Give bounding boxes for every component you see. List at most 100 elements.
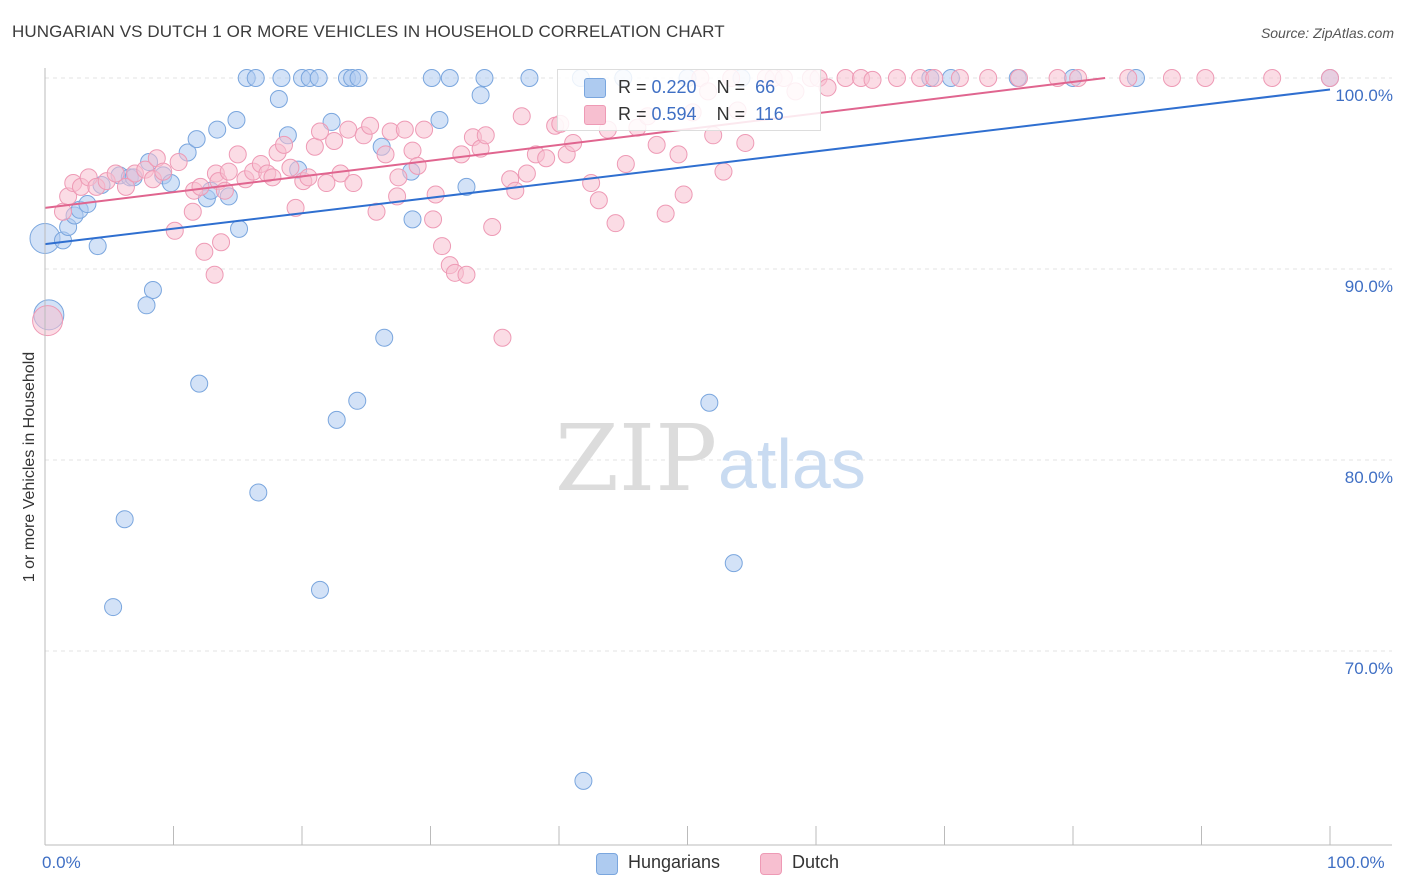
watermark-atlas: atlas	[718, 425, 866, 503]
legend-n-label: N =	[716, 104, 751, 124]
y-tick-70: 70.0%	[1344, 659, 1393, 678]
dutch-point	[674, 185, 693, 204]
hungarians-legend-swatch	[596, 853, 618, 875]
hungarian-point	[187, 130, 206, 149]
hungarian-point	[440, 69, 459, 87]
dutch-point	[408, 156, 427, 175]
x-tick-max: 100.0%	[1327, 853, 1385, 872]
dutch-point	[1048, 69, 1067, 87]
legend-n-value-dutch: 116	[755, 104, 784, 124]
dutch-point	[887, 69, 906, 87]
dutch-point	[191, 177, 210, 196]
hungarian-point	[375, 328, 394, 347]
dutch-point	[310, 122, 329, 141]
dutch-point	[212, 233, 231, 252]
hungarian-point	[115, 510, 134, 529]
dutch-point	[863, 70, 882, 89]
dutch-point	[656, 204, 675, 223]
watermark-zip: ZIP	[555, 405, 717, 512]
hungarian-point	[403, 210, 422, 229]
dutch-point	[669, 145, 688, 164]
legend-n-value-hungarians: 66	[755, 77, 776, 97]
dutch-point	[736, 133, 755, 152]
dutch-point	[1119, 69, 1138, 87]
dutch-point	[275, 135, 294, 154]
hungarian-point	[137, 296, 156, 315]
dutch-point	[1321, 69, 1339, 87]
dutch-point	[205, 265, 224, 284]
dutch-point	[457, 265, 476, 284]
hungarian-point	[272, 69, 291, 87]
dutch-point	[517, 164, 536, 183]
dutch-point	[228, 145, 247, 164]
hungarian-point	[348, 391, 367, 410]
y-axis-label: 1 or more Vehicles in Household	[21, 351, 38, 583]
dutch-point	[325, 132, 344, 151]
dutch-point	[426, 185, 445, 204]
axes	[44, 68, 1392, 846]
hungarian-point	[322, 112, 341, 131]
dutch-point	[116, 177, 135, 196]
hungarian-point	[724, 554, 743, 573]
dutch-point	[979, 69, 998, 87]
hungarian-point	[88, 237, 107, 256]
source-label: Source: ZipAtlas.com	[1260, 25, 1394, 41]
dutch-point	[950, 69, 969, 87]
dutch-point	[589, 191, 608, 210]
dutch-point	[415, 120, 434, 139]
stats-legend: R = 0.220 N = 66 R = 0.594 N = 116	[557, 69, 821, 131]
hungarian-point	[457, 177, 476, 196]
dutch-point	[1162, 69, 1181, 87]
trend-lines	[44, 77, 1331, 246]
dutch-point	[925, 69, 944, 87]
hungarian-point	[309, 69, 328, 87]
legend-n-label: N =	[716, 77, 751, 97]
dutch-point	[606, 214, 625, 233]
dutch-point	[714, 162, 733, 181]
dutch-point	[1263, 69, 1282, 87]
dutch-point	[317, 174, 336, 193]
dutch-point	[165, 221, 184, 240]
dutch-point	[424, 210, 443, 229]
dutch-point	[433, 237, 452, 256]
dutch-point	[367, 202, 386, 221]
hungarian-point	[208, 120, 227, 139]
dutch-point	[506, 181, 525, 200]
hungarian-point	[249, 483, 268, 502]
hungarian-point	[520, 69, 539, 87]
dutch-point	[537, 149, 556, 168]
dutch-point	[512, 107, 531, 126]
y-tick-100: 100.0%	[1335, 86, 1393, 105]
dutch-point	[818, 78, 837, 97]
dutch-point	[106, 164, 125, 183]
dutch-legend-label: Dutch	[792, 852, 840, 872]
dutch-point	[476, 126, 495, 145]
dutch-point	[376, 145, 395, 164]
hungarian-point	[104, 598, 123, 617]
dutch-point	[483, 217, 502, 236]
hungarian-point	[230, 219, 249, 238]
dutch-point	[305, 137, 324, 156]
x-tick-min: 0.0%	[42, 853, 81, 872]
y-tick-80: 80.0%	[1344, 468, 1393, 487]
dutch-swatch	[584, 105, 606, 125]
dutch-legend-swatch	[760, 853, 782, 875]
hungarian-point	[143, 281, 162, 300]
dutch-point	[32, 305, 64, 337]
hungarian-point	[310, 580, 329, 599]
dutch-point	[1069, 69, 1088, 87]
hungarian-point	[327, 410, 346, 429]
hungarian-point	[246, 69, 265, 87]
dutch-trend-line	[44, 77, 1106, 209]
dutch-point	[389, 168, 408, 187]
legend-r-value-dutch: 0.594	[651, 104, 697, 124]
dutch-point	[263, 168, 282, 187]
dutch-point	[195, 242, 214, 261]
dutch-point	[452, 145, 471, 164]
dutch-point	[616, 154, 635, 173]
hungarian-point	[700, 393, 719, 412]
hungarian-point	[349, 69, 368, 87]
dutch-point	[339, 120, 358, 139]
hungarian-point	[430, 111, 449, 130]
